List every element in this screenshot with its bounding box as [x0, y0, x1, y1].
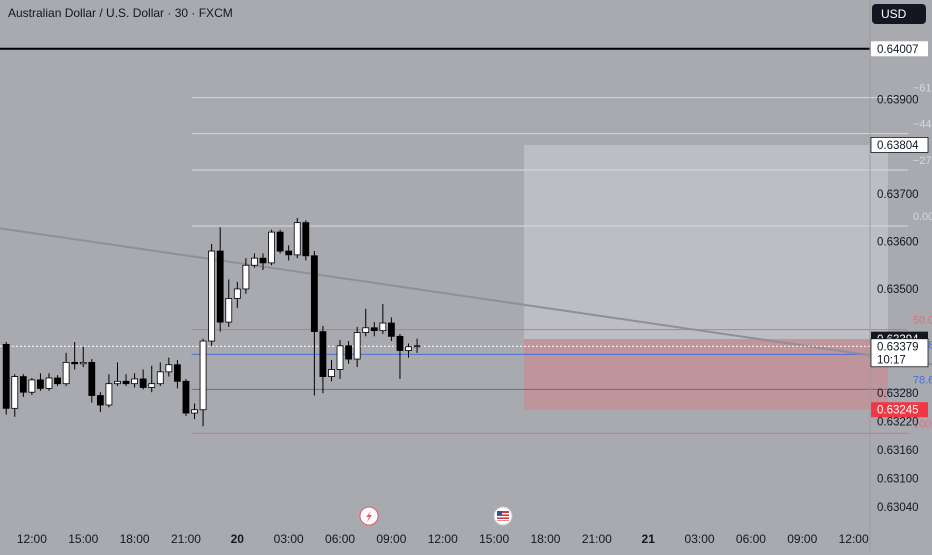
- candle-body: [2, 343, 10, 409]
- fib-level-label: −27.00% (0.63751): [913, 155, 932, 167]
- candle-body: [242, 264, 250, 290]
- price-tag[interactable]: [870, 338, 929, 368]
- candle-body: [148, 383, 156, 388]
- fib-level-label: 0.00% (0.63633): [913, 211, 932, 223]
- fib-level-label: 50.00% (0.63414): [913, 315, 932, 327]
- candle-body: [139, 378, 147, 388]
- event-flash-icon[interactable]: [359, 506, 379, 526]
- candle-body: [413, 345, 421, 348]
- candle-body: [370, 327, 378, 332]
- candle-body: [233, 288, 241, 299]
- price-tag-label: 0.64007: [877, 44, 919, 56]
- candle-body: [79, 361, 87, 365]
- time-axis-label: 12:00: [17, 532, 47, 546]
- time-axis-label: 03:00: [274, 532, 304, 546]
- candle-body: [362, 327, 370, 333]
- price-axis-label: 0.63280: [877, 388, 919, 400]
- time-axis-label: 21:00: [582, 532, 612, 546]
- candle-body: [156, 371, 164, 385]
- price-axis-label: 0.63100: [877, 473, 919, 485]
- candle-body: [28, 379, 36, 393]
- candle-body: [96, 395, 104, 406]
- symbol-title: Australian Dollar / U.S. Dollar · 30 · F…: [8, 6, 233, 20]
- time-axis-label: 18:00: [530, 532, 560, 546]
- candle-body: [405, 346, 412, 351]
- candle-body: [345, 345, 353, 360]
- time-axis-label: 15:00: [479, 532, 509, 546]
- price-axis-label: 0.63160: [877, 445, 919, 457]
- candle-body: [328, 369, 335, 377]
- price-tag-label: 0.63245: [877, 405, 919, 417]
- candle-body: [54, 377, 61, 385]
- candle-body: [191, 409, 198, 414]
- candle-body: [276, 231, 284, 252]
- candle-body: [131, 378, 139, 385]
- fib-level-label: −44.40% (0.63828): [913, 119, 932, 131]
- candle-body: [208, 250, 216, 342]
- event-us-flag-icon[interactable]: [493, 506, 513, 526]
- price-tag[interactable]: [871, 402, 928, 418]
- candle-body: [387, 322, 395, 337]
- price-tag-label: 0.63379: [877, 341, 919, 353]
- countdown-timer: 10:17: [877, 354, 906, 366]
- price-axis-label: 0.63600: [877, 237, 919, 249]
- price-tag[interactable]: [871, 41, 928, 57]
- price-axis-label: 0.63700: [877, 189, 919, 201]
- candle-body: [105, 383, 113, 406]
- currency-button[interactable]: USD: [872, 4, 926, 24]
- candle-body: [353, 332, 361, 360]
- target-zone[interactable]: [524, 144, 888, 340]
- candle-body: [310, 255, 318, 332]
- price-axis-label: 0.63220: [877, 417, 919, 429]
- candle-body: [62, 361, 70, 385]
- candle-body: [71, 361, 79, 365]
- candle-body: [319, 331, 327, 377]
- candle-body: [251, 257, 258, 266]
- candle-body: [225, 298, 233, 323]
- candle-body: [37, 379, 44, 389]
- candle-body: [285, 250, 293, 256]
- candle-body: [379, 322, 387, 332]
- time-axis-label: 21: [642, 532, 656, 546]
- time-axis-label: 09:00: [376, 532, 406, 546]
- candle-body: [88, 361, 96, 396]
- time-axis-label: 09:00: [787, 532, 817, 546]
- price-tag-label: 0.63804: [877, 140, 919, 152]
- candle-body: [165, 364, 173, 373]
- time-axis-label: 18:00: [120, 532, 150, 546]
- fib-level-label: 78.60% (0.63288): [913, 374, 932, 386]
- candle-body: [182, 380, 190, 414]
- fib-level-label: −61.80% (0.63904): [913, 83, 932, 95]
- candle-body: [114, 380, 121, 385]
- price-axis-label: 0.63900: [877, 94, 919, 106]
- candle-body: [293, 222, 301, 256]
- candle-body: [259, 257, 267, 264]
- time-axis-label: 12:00: [428, 532, 458, 546]
- time-axis-label: 21:00: [171, 532, 201, 546]
- candle-body: [199, 340, 207, 411]
- candle-body: [268, 231, 275, 264]
- time-axis-label: 03:00: [685, 532, 715, 546]
- time-axis-label: 06:00: [736, 532, 766, 546]
- candle-body: [45, 377, 53, 389]
- time-axis-label: 06:00: [325, 532, 355, 546]
- candle-body: [19, 376, 27, 393]
- candle-body: [173, 364, 181, 382]
- price-axis-label: 0.63040: [877, 502, 919, 514]
- time-axis-label: 12:00: [839, 532, 869, 546]
- time-axis-label: 15:00: [68, 532, 98, 546]
- candle-body: [302, 222, 310, 257]
- candle-body: [396, 335, 404, 351]
- price-tag[interactable]: [870, 137, 929, 153]
- candle-body: [11, 376, 19, 409]
- price-axis-label: 0.63500: [877, 284, 919, 296]
- candle-body: [216, 250, 224, 323]
- candle-body: [336, 345, 344, 370]
- fib-level-label: 100.00% (0.63195): [913, 418, 932, 430]
- candle-body: [122, 380, 130, 385]
- time-axis-label: 20: [231, 532, 245, 546]
- stop-zone[interactable]: [524, 339, 888, 410]
